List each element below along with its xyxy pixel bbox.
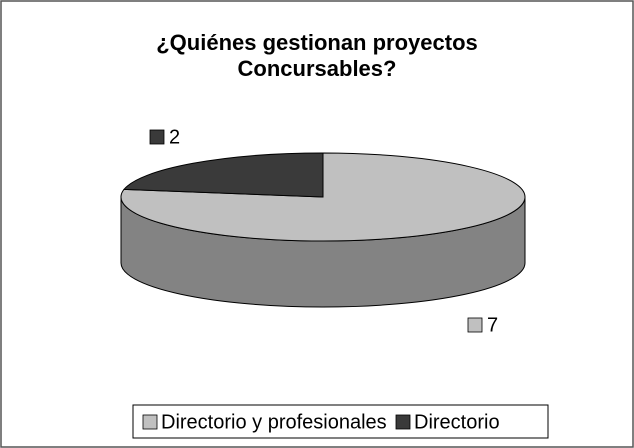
data-label: 2	[169, 126, 180, 148]
slice	[123, 152, 324, 198]
data-label: 7	[487, 314, 498, 336]
label-swatch	[149, 129, 165, 145]
legend-label: Directorio	[414, 411, 500, 433]
legend-label: Directorio y profesionales	[161, 411, 387, 433]
legend-box	[132, 404, 549, 439]
chart-title: ¿Quiénes gestionan proyectos Concursable…	[156, 30, 478, 81]
legend-swatch	[395, 414, 411, 430]
legend-swatch	[142, 414, 158, 430]
label-swatch	[467, 317, 483, 333]
